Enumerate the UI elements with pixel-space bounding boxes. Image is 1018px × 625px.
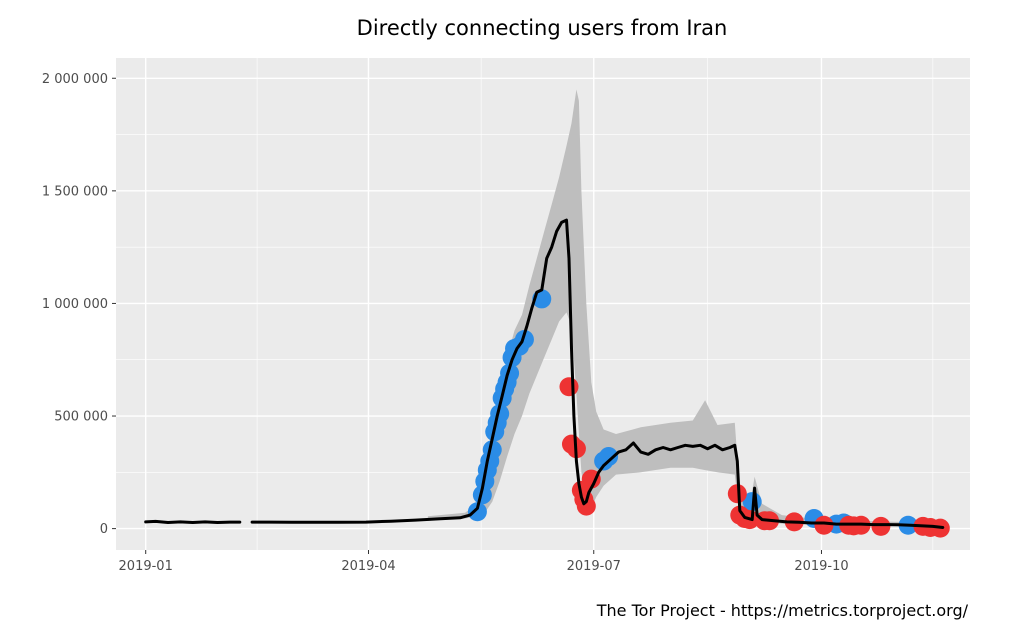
confidence-band bbox=[427, 89, 943, 528]
users-line bbox=[144, 218, 945, 529]
event-up-point bbox=[467, 502, 487, 522]
event-down-point bbox=[727, 484, 747, 504]
series-line bbox=[250, 218, 945, 529]
event-up-point bbox=[490, 404, 510, 424]
chart-caption: The Tor Project - https://metrics.torpro… bbox=[596, 601, 969, 620]
event-down-point bbox=[559, 377, 579, 397]
event-markers bbox=[467, 289, 950, 538]
y-tick-label: 500 000 bbox=[54, 410, 108, 425]
y-tick-label: 1 500 000 bbox=[42, 184, 108, 199]
event-down-point bbox=[814, 515, 834, 535]
axes: 0 500 000 1 000 000 1 500 000 2 000 000 2019-… bbox=[42, 72, 849, 574]
x-tick-label: 2019-01 bbox=[119, 559, 173, 574]
y-tick-label: 2 000 000 bbox=[42, 72, 108, 87]
event-down-point bbox=[581, 469, 601, 489]
x-tick-label: 2019-10 bbox=[794, 559, 848, 574]
y-tick-label: 1 000 000 bbox=[42, 297, 108, 312]
event-up-point bbox=[500, 363, 520, 383]
event-up-point bbox=[599, 447, 619, 467]
band-area bbox=[427, 89, 943, 528]
y-tick-label: 0 bbox=[100, 522, 108, 537]
chart-title: Directly connecting users from Iran bbox=[357, 16, 728, 40]
x-tick-label: 2019-07 bbox=[567, 559, 621, 574]
x-tick-label: 2019-04 bbox=[341, 559, 395, 574]
series-line bbox=[144, 519, 242, 524]
event-down-point bbox=[871, 516, 891, 536]
